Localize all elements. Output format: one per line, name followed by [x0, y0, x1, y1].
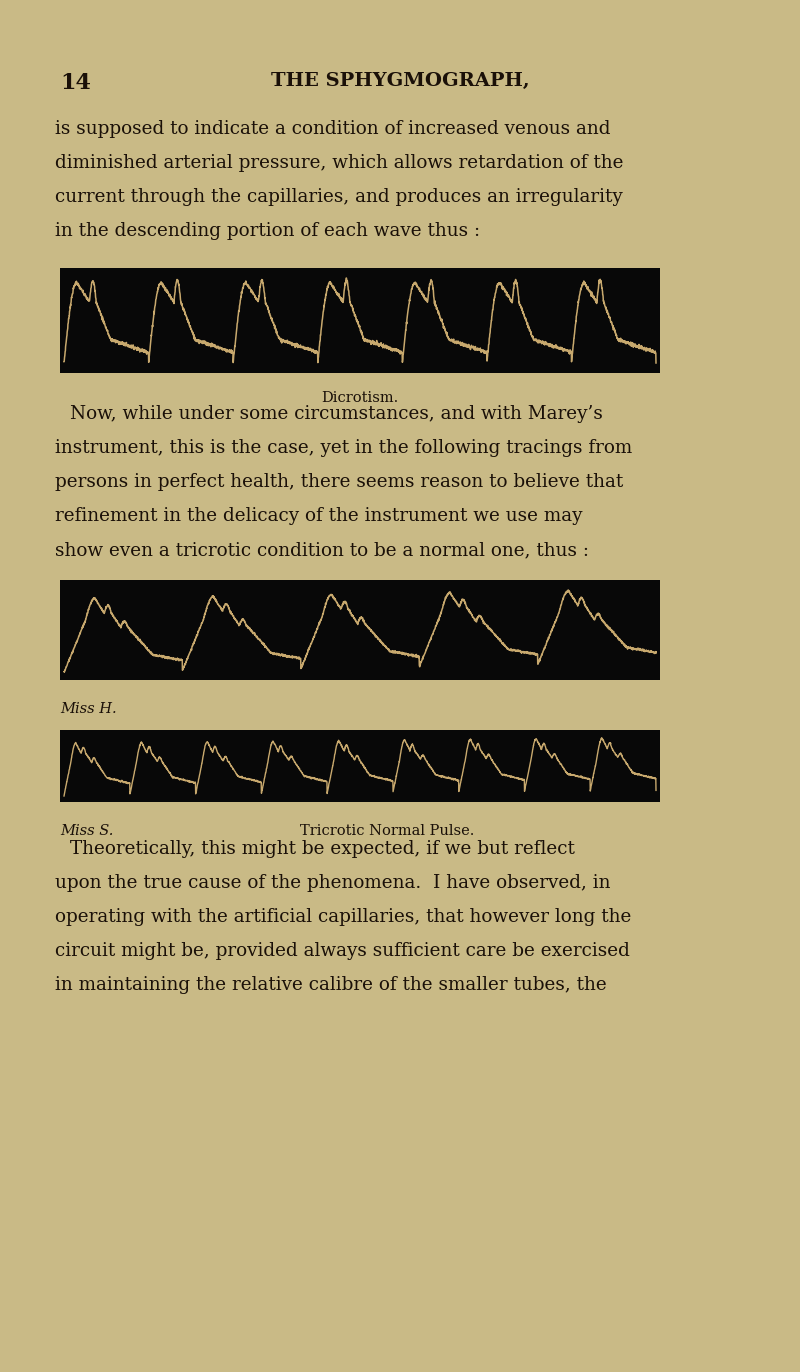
Text: operating with the artificial capillaries, that however long the: operating with the artificial capillarie… — [55, 908, 631, 926]
Text: Miss H.: Miss H. — [60, 702, 117, 716]
Text: upon the true cause of the phenomena.  I have observed, in: upon the true cause of the phenomena. I … — [55, 874, 610, 892]
Text: circuit might be, provided always sufficient care be exercised: circuit might be, provided always suffic… — [55, 943, 630, 960]
Text: is supposed to indicate a condition of increased venous and: is supposed to indicate a condition of i… — [55, 119, 610, 139]
Bar — [60, 268, 660, 373]
Bar — [60, 730, 660, 803]
Text: refinement in the delicacy of the instrument we use may: refinement in the delicacy of the instru… — [55, 508, 582, 525]
Text: Miss S.: Miss S. — [60, 825, 114, 838]
Text: Now, while under some circumstances, and with Marey’s: Now, while under some circumstances, and… — [70, 405, 603, 423]
Text: THE SPHYGMOGRAPH,: THE SPHYGMOGRAPH, — [270, 71, 530, 91]
Text: Dicrotism.: Dicrotism. — [322, 391, 398, 405]
Bar — [60, 580, 660, 681]
Text: Theoretically, this might be expected, if we but reflect: Theoretically, this might be expected, i… — [70, 840, 575, 858]
Text: in the descending portion of each wave thus :: in the descending portion of each wave t… — [55, 222, 480, 240]
Text: current through the capillaries, and produces an irregularity: current through the capillaries, and pro… — [55, 188, 622, 206]
Text: diminished arterial pressure, which allows retardation of the: diminished arterial pressure, which allo… — [55, 154, 623, 172]
Text: persons in perfect health, there seems reason to believe that: persons in perfect health, there seems r… — [55, 473, 623, 491]
Text: show even a tricrotic condition to be a normal one, thus :: show even a tricrotic condition to be a … — [55, 541, 589, 558]
Text: 14: 14 — [60, 71, 91, 95]
Text: Tricrotic Normal Pulse.: Tricrotic Normal Pulse. — [300, 825, 474, 838]
Text: instrument, this is the case, yet in the following tracings from: instrument, this is the case, yet in the… — [55, 439, 632, 457]
Text: in maintaining the relative calibre of the smaller tubes, the: in maintaining the relative calibre of t… — [55, 975, 606, 993]
